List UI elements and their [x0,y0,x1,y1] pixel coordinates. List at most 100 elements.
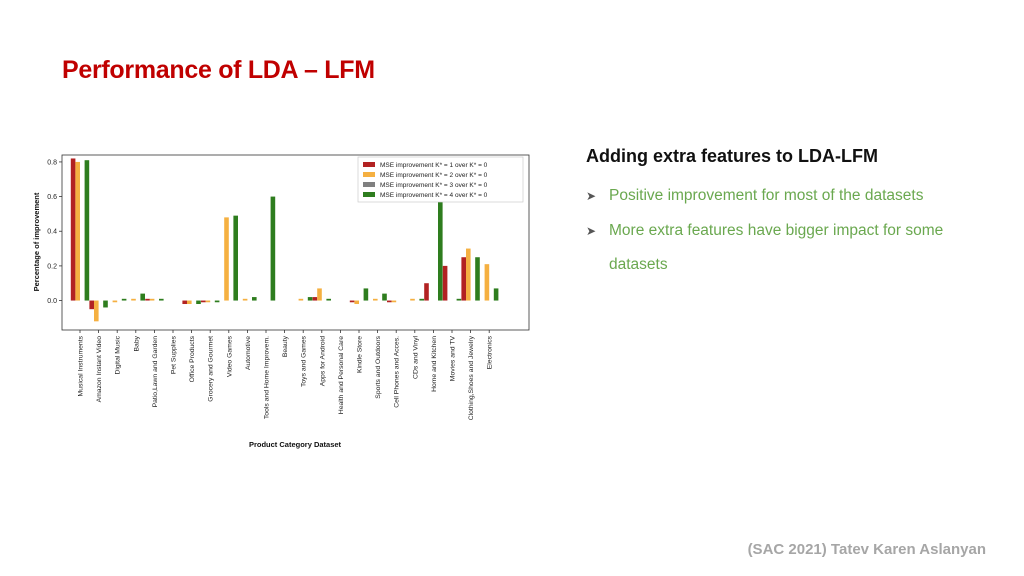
bar-2-8 [224,217,229,301]
x-tick-label: Amazon Instant Video [96,336,103,403]
bar-1-19 [424,283,429,301]
bar-1-4 [145,298,150,301]
bar-4-22 [493,288,499,301]
improvement-bar-chart: 0.0 0.2 0.4 0.6 0.8 Musical Instruments Amazo… [30,150,535,455]
bar-2-2 [112,300,118,303]
legend-entry: MSE improvement K* = 3 over K* = 0 [380,182,488,189]
bullet-item: ➤ Positive improvement for most of the d… [586,179,1006,214]
legend-entry: MSE improvement K* = 2 over K* = 0 [380,172,488,179]
x-tick-label: Musical Instruments [78,335,85,396]
bar-2-6 [187,300,192,305]
bullet-text: More extra features have bigger impact f… [609,221,944,274]
bar-1-6 [182,300,187,305]
chart-svg: 0.0 0.2 0.4 0.6 0.8 Musical Instruments Amazo… [32,154,530,449]
bar-4-20 [456,298,462,301]
y-tick-label: 0.4 [47,229,57,236]
bullet-item: ➤ More extra features have bigger impact… [586,214,1006,283]
x-tick-label: Movies and TV [450,336,457,382]
side-panel: Adding extra features to LDA-LFM ➤ Posit… [586,146,1006,283]
bar-2-17 [391,300,397,303]
bar-4-1 [103,300,108,308]
bar-4-8 [233,215,238,301]
bar-4-18 [419,298,424,301]
bar-4-9 [252,297,257,301]
x-tick-label: Clothing,Shoes and Jewelry [468,335,475,420]
legend-swatch [363,172,375,177]
x-tick-label: Digital Music [115,335,122,374]
legend-box [357,156,524,203]
bar-2-0 [75,161,80,301]
x-axis-label: Product Category Dataset [249,440,342,449]
y-tick-label: 0.0 [47,298,57,305]
bar-2-13 [317,288,322,301]
arrow-bullet-icon: ➤ [586,189,597,203]
bar-2-4 [149,298,155,301]
x-tick-label: Grocery and Gourmet [208,336,215,402]
bar-2-3 [131,298,136,301]
x-tick-label: CDs and Vinyl [412,336,419,379]
footer-credit: (SAC 2021) Tatev Karen Aslanyan [747,541,986,558]
x-tick-label: Automotive [245,336,252,370]
bar-1-21 [461,257,466,301]
bar-4-21 [475,257,480,301]
bar-2-21 [466,248,471,301]
bar-4-7 [214,300,220,303]
x-tick-label: Beauty [282,335,289,357]
bullet-list: ➤ Positive improvement for most of the d… [586,179,1006,283]
bar-4-13 [326,298,331,301]
y-axis-label: Percentage of improvement [32,192,41,291]
legend: MSE improvement K* = 1 over K* = 0 MSE im… [357,156,524,203]
x-tick-label: Office Products [189,335,196,382]
arrow-bullet-icon: ➤ [586,223,597,238]
x-tick-label: Video Games [226,335,233,377]
bar-1-0 [70,158,76,301]
x-tick-label: Home and Kitchen [431,336,438,392]
legend-entry: MSE improvement K* = 1 over K* = 0 [380,162,488,169]
x-tick-label: Apps for Android [319,336,326,386]
bars-group [70,158,499,322]
bar-2-22 [484,264,490,301]
bar-1-17 [387,300,392,303]
bar-1-20 [442,265,448,301]
x-tick-label: Pet Supplies [171,335,178,374]
x-tick-label: Sports and Outdoors [375,335,382,398]
y-tick-label: 0.8 [47,159,57,166]
x-tick-label: Kindle Store [357,336,364,373]
legend-swatch [363,192,375,197]
y-axis: 0.0 0.2 0.4 0.6 0.8 [47,159,62,305]
bar-4-0 [84,160,90,301]
bar-2-9 [242,298,248,301]
bar-2-16 [373,298,378,301]
bar-4-3 [140,293,145,301]
legend-swatch [363,162,375,167]
bar-1-7 [201,300,206,303]
x-tick-label: Toys and Games [301,335,308,387]
bar-2-18 [410,298,415,301]
x-tick-label: Electronics [487,335,494,369]
legend-swatch [363,182,375,187]
bar-4-19 [438,196,443,301]
bar-1-1 [89,300,94,310]
bar-4-10 [270,196,276,301]
bar-1-15 [349,300,355,303]
x-tick-label: Baby [133,335,140,351]
y-tick-label: 0.2 [47,263,57,270]
x-tick-label: Cell Phones and Acces. [394,336,401,408]
bar-4-16 [382,293,387,301]
x-tick-label: Health and Personal Care [338,336,345,414]
x-tick-label: Tools and Home Improvem. [264,336,271,419]
x-axis: Musical Instruments Amazon Instant Video D… [78,330,494,420]
bar-4-15 [363,288,369,301]
bar-1-13 [312,297,318,301]
bar-2-7 [205,300,211,303]
bar-2-15 [354,300,359,305]
y-tick-label: 0.6 [47,194,57,201]
legend-entry: MSE improvement K* = 4 over K* = 0 [380,192,488,199]
bullet-text: Positive improvement for most of the dat… [609,187,924,204]
x-tick-label: Patio,Lawn and Garden [152,336,159,408]
bar-4-2 [121,298,127,301]
bar-2-1 [94,300,99,322]
bar-4-12 [307,297,313,301]
side-heading: Adding extra features to LDA-LFM [586,146,879,166]
bar-4-6 [196,300,201,305]
